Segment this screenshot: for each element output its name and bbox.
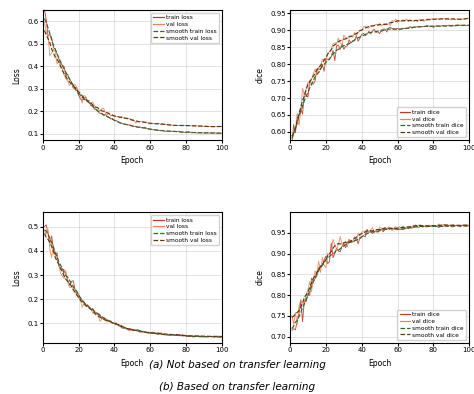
Legend: train dice, val dice, smooth train dice, smooth val dice: train dice, val dice, smooth train dice,… — [397, 108, 466, 138]
Text: (b) Based on transfer learning: (b) Based on transfer learning — [159, 382, 315, 392]
Y-axis label: dice: dice — [255, 67, 264, 83]
Legend: train loss, val loss, smooth train loss, smooth val loss: train loss, val loss, smooth train loss,… — [151, 215, 219, 245]
Text: (a) Not based on transfer learning: (a) Not based on transfer learning — [148, 361, 326, 370]
X-axis label: Epoch: Epoch — [121, 156, 144, 165]
Y-axis label: dice: dice — [255, 269, 264, 285]
X-axis label: Epoch: Epoch — [368, 359, 391, 368]
Legend: train dice, val dice, smooth train dice, smooth val dice: train dice, val dice, smooth train dice,… — [397, 310, 466, 340]
Legend: train loss, val loss, smooth train loss, smooth val loss: train loss, val loss, smooth train loss,… — [151, 13, 219, 43]
Y-axis label: Loss: Loss — [13, 269, 22, 286]
X-axis label: Epoch: Epoch — [368, 156, 391, 165]
Y-axis label: Loss: Loss — [13, 67, 22, 84]
X-axis label: Epoch: Epoch — [121, 359, 144, 368]
